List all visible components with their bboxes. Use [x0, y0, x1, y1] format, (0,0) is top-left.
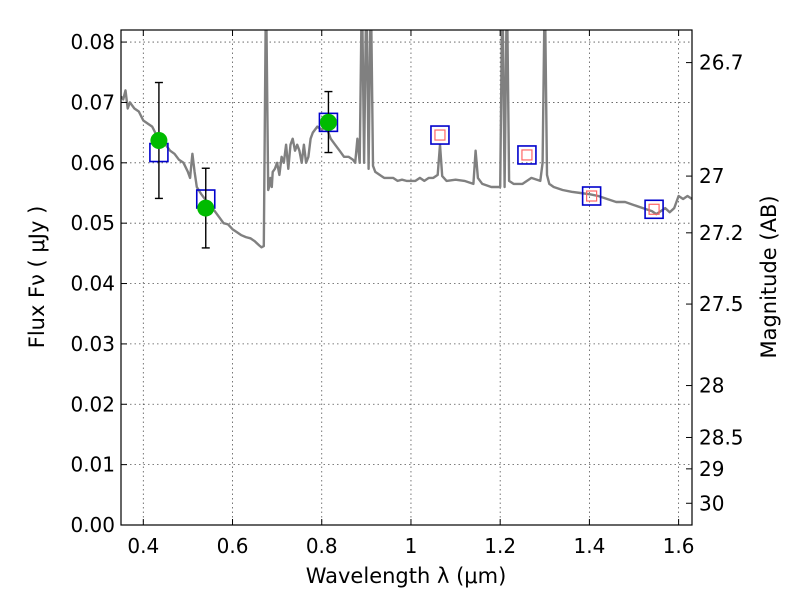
model-photometry-marker: [430, 125, 450, 145]
y-tick-label: 0.06: [70, 151, 115, 175]
y-tick-label: 0.08: [70, 30, 115, 54]
model-photometry-marker: [644, 199, 664, 220]
inner-marker: [434, 129, 446, 141]
y-tick-label: 0.02: [70, 392, 115, 416]
plot-area: [121, 30, 692, 249]
y-tick-label: 0.00: [70, 513, 115, 537]
y-tick-label: 0.03: [70, 332, 115, 356]
x-tick-label: 1: [405, 534, 418, 558]
observed-photometry-point: [319, 113, 337, 131]
y-tick-label: 0.07: [70, 90, 115, 114]
x-tick-label: 1.4: [573, 534, 605, 558]
axis-ticks: 0.4 0.6 0.8 1 1.2 1.4 1.6 0.00 0.01 0.02 0.03 0.04 0…: [70, 30, 744, 558]
inner-marker: [586, 190, 598, 202]
grid-lines: [121, 30, 692, 526]
y-axis-label: Flux Fν ( μJy ): [25, 206, 49, 349]
x-tick-label: 0.8: [306, 534, 338, 558]
x-tick-label: 1.2: [484, 534, 516, 558]
x-axis-label: Wavelength λ (μm): [306, 564, 507, 588]
y-axis-right-label: Magnitude (AB): [757, 195, 781, 358]
y-right-tick-label: 28.5: [699, 425, 744, 449]
observed-photometry-point: [150, 131, 168, 149]
y-right-tick-label: 28: [699, 374, 724, 398]
model-photometry-marker: [581, 186, 602, 206]
model-spectrum-line: [121, 30, 692, 249]
x-tick-label: 0.6: [217, 534, 249, 558]
y-tick-label: 0.04: [70, 272, 115, 296]
y-right-tick-label: 29: [699, 457, 724, 481]
y-right-tick-label: 27.5: [699, 292, 744, 316]
y-tick-label: 0.05: [70, 211, 115, 235]
y-right-tick-label: 30: [699, 491, 724, 515]
model-photometry-marker: [517, 145, 537, 165]
inner-marker: [648, 203, 660, 215]
x-tick-label: 0.4: [127, 534, 159, 558]
y-tick-label: 0.01: [70, 453, 115, 477]
y-right-tick-label: 27: [699, 164, 724, 188]
x-tick-label: 1.6: [663, 534, 695, 558]
plot-frame: [120, 29, 693, 526]
y-right-tick-label: 27.2: [699, 221, 744, 245]
inner-marker: [521, 149, 533, 161]
observed-photometry-point: [197, 199, 215, 217]
y-right-tick-label: 26.7: [699, 51, 744, 75]
